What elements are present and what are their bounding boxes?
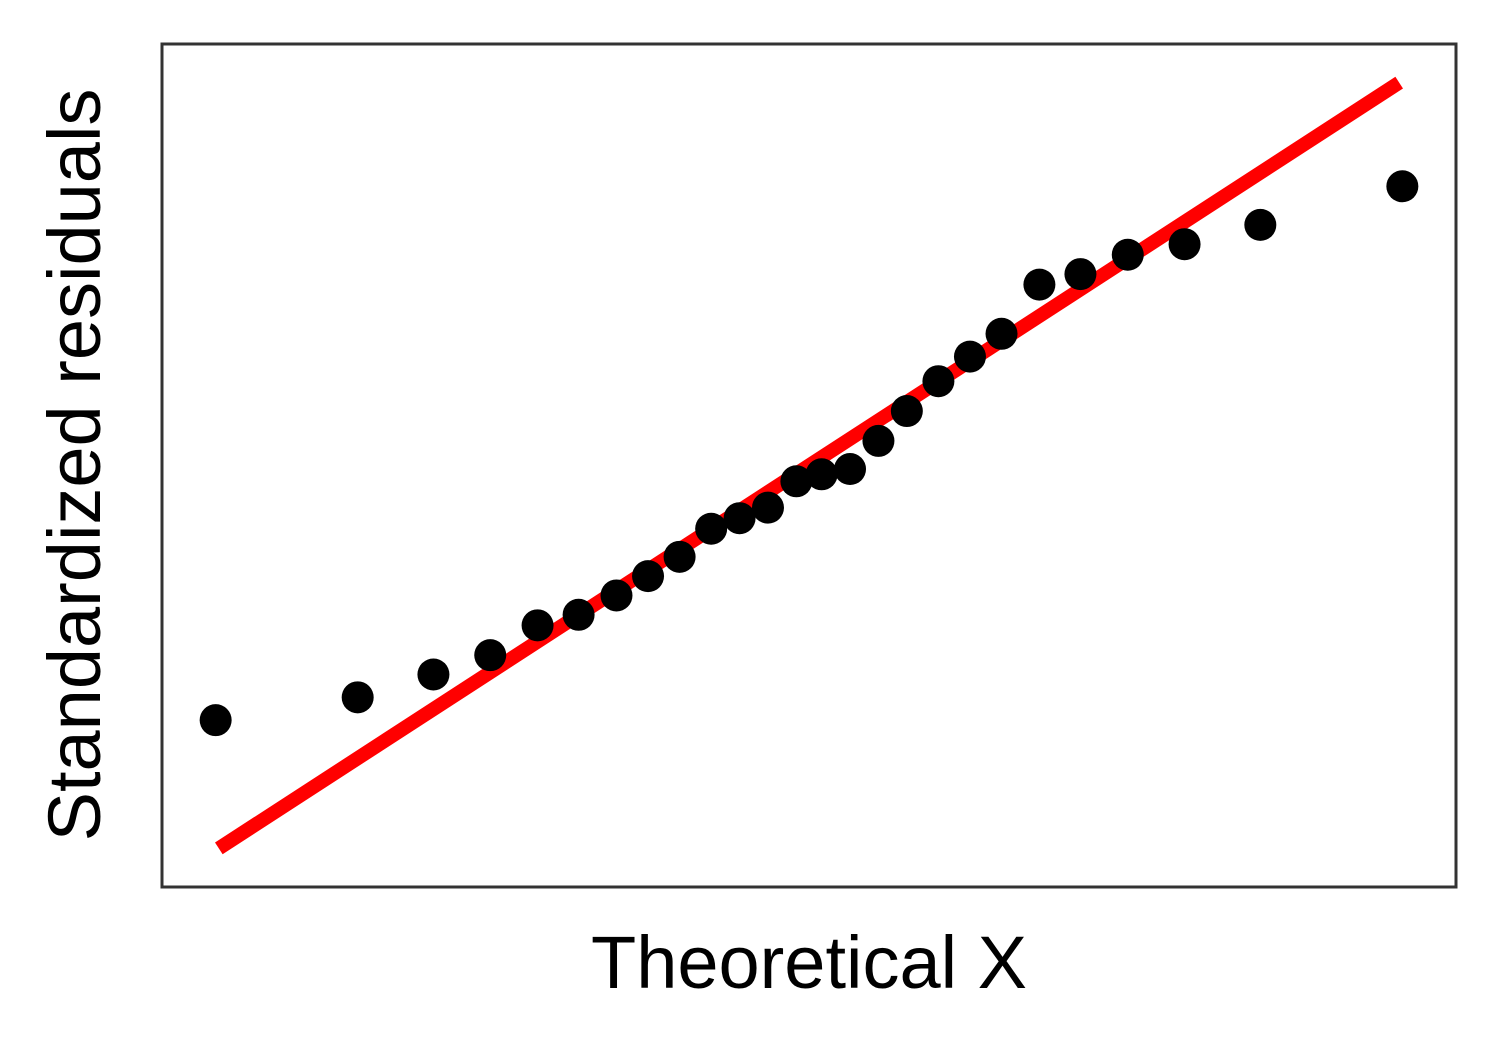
plot-area [199,76,1419,855]
data-point [751,491,784,524]
data-point [341,681,374,714]
data-point [632,560,665,593]
data-point [780,465,813,498]
x-axis-label: Theoretical X [591,921,1027,1004]
data-point [805,458,838,491]
data-point [562,598,595,631]
data-point [521,609,554,642]
data-point [695,512,728,545]
data-point [199,704,232,737]
data-point [417,658,450,691]
data-point [890,395,923,428]
data-point [1064,258,1097,291]
data-point [1023,268,1056,301]
data-point [1168,228,1201,261]
data-point [922,365,955,398]
data-point [663,540,696,573]
data-point [1386,170,1419,203]
y-axis-label: Standardized residuals [33,89,116,842]
data-point [723,502,756,535]
data-point [1111,238,1144,271]
data-point [474,639,507,672]
data-point [600,579,633,612]
data-point [834,453,867,486]
data-point [953,340,986,373]
data-point [862,424,895,457]
data-point [1244,208,1277,241]
data-point [985,317,1018,350]
